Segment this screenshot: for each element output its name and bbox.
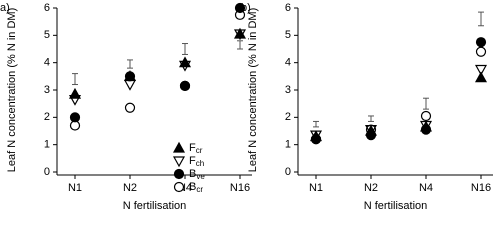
x-tick-label: N2 [364, 182, 378, 194]
error-bar [313, 120, 319, 128]
legend-subscript: ch [196, 159, 204, 168]
legend-subscript: cr [196, 185, 203, 194]
x-tick-label: N16 [230, 182, 250, 194]
y-tick-label: 4 [285, 57, 291, 69]
legend-name: B [189, 168, 196, 180]
marker [474, 64, 488, 76]
y-tick-label: 1 [44, 139, 50, 151]
marker [172, 156, 186, 168]
y-tick-label: 3 [44, 84, 50, 96]
y-tick-label: 2 [44, 111, 50, 123]
x-tick-label: N1 [68, 182, 82, 194]
error-bar [237, 40, 243, 50]
legend-label: Bve [189, 168, 205, 181]
chart: a)Leaf N concentration (% N in DM)N fert… [0, 2, 493, 212]
marker [173, 168, 185, 180]
panel-label: b) [241, 2, 251, 14]
marker [475, 46, 487, 57]
x-axis-label: N fertilisation [364, 200, 428, 212]
marker [420, 110, 432, 122]
marker [309, 130, 323, 142]
marker [123, 79, 137, 91]
marker [475, 37, 487, 48]
y-tick-label: 0 [44, 166, 50, 178]
marker [173, 181, 185, 193]
y-tick-label: 5 [285, 29, 291, 41]
panel-label: a) [0, 2, 10, 14]
marker [364, 124, 378, 136]
x-tick-label: N16 [471, 182, 491, 194]
legend-subscript: ve [196, 172, 205, 181]
x-tick-label: N1 [309, 182, 323, 194]
legend-name: B [189, 181, 196, 193]
legend-name: F [189, 142, 196, 154]
marker [474, 71, 488, 83]
y-tick-label: 3 [285, 84, 291, 96]
error-bar [182, 43, 188, 55]
error-bar [72, 73, 78, 86]
y-tick-label: 6 [44, 2, 50, 14]
marker [124, 102, 136, 113]
error-bar [423, 97, 429, 110]
y-tick-label: 4 [44, 57, 50, 69]
marker [178, 56, 192, 68]
x-axis-label: N fertilisation [123, 200, 187, 212]
x-tick-label: N2 [123, 182, 137, 194]
error-bar [478, 11, 484, 27]
y-axis-label: Leaf N concentration (% N in DM) [6, 8, 18, 172]
marker [233, 27, 247, 39]
legend-label: Fcr [189, 142, 203, 155]
marker [234, 2, 246, 14]
error-bar [368, 115, 374, 122]
marker [69, 112, 81, 123]
y-axis-label: Leaf N concentration (% N in DM) [247, 8, 259, 172]
legend-label: Bcr [189, 181, 203, 194]
marker [419, 120, 433, 132]
y-tick-label: 2 [285, 111, 291, 123]
marker [123, 70, 137, 81]
marker [68, 87, 82, 99]
y-tick-label: 1 [285, 139, 291, 151]
y-tick-label: 5 [44, 29, 50, 41]
y-tick-label: 0 [285, 166, 291, 178]
marker [172, 141, 186, 153]
x-tick-label: N4 [419, 182, 433, 194]
error-bar [127, 59, 133, 69]
y-tick-label: 6 [285, 2, 291, 14]
marker [179, 80, 191, 92]
legend-subscript: cr [196, 146, 203, 155]
legend-label: Fch [189, 155, 204, 168]
legend-name: F [189, 155, 196, 167]
